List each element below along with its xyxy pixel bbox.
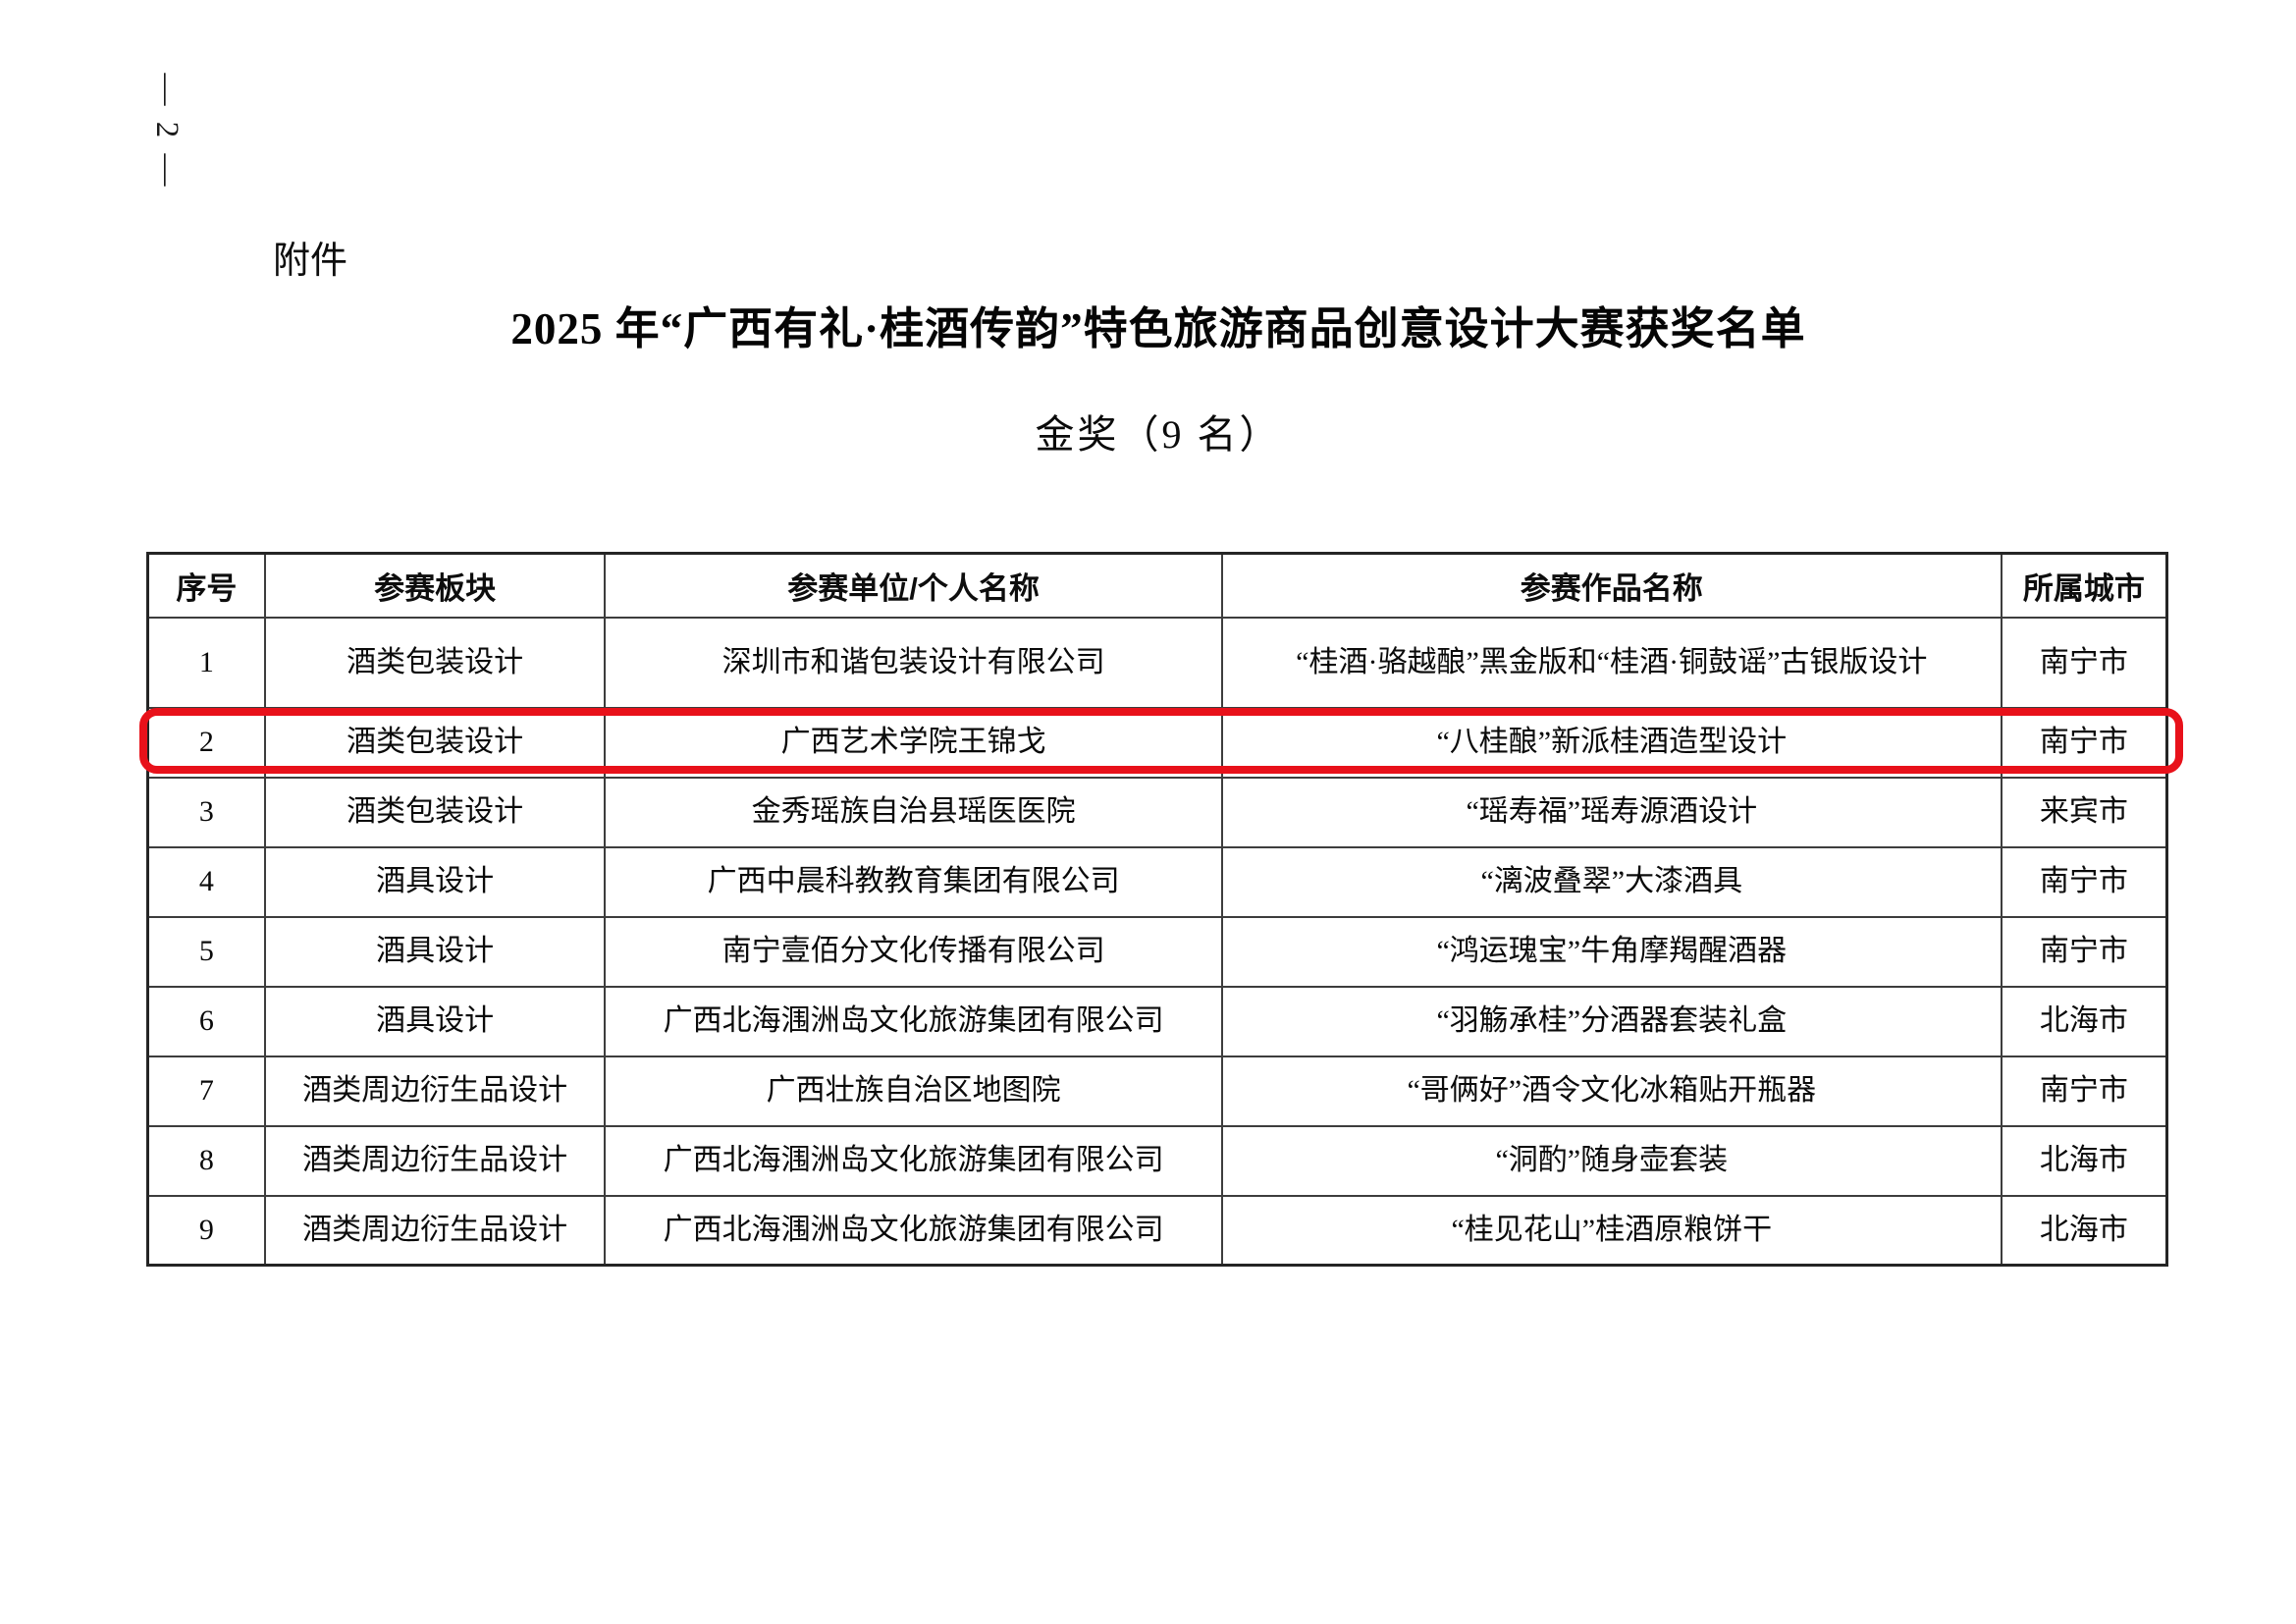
table-cell: 广西壮族自治区地图院 <box>604 1055 1223 1127</box>
table-cell: 酒类周边衍生品设计 <box>263 1194 607 1267</box>
table-cell: 北海市 <box>2000 1124 2168 1197</box>
table-row: 8 酒类周边衍生品设计 广西北海涠洲岛文化旅游集团有限公司 “洞酌”随身壶套装 北海市 <box>146 1124 2168 1197</box>
table-cell: 5 <box>146 915 266 988</box>
table-cell: “瑶寿福”瑶寿源酒设计 <box>1220 776 2002 848</box>
table-cell: 广西北海涠洲岛文化旅游集团有限公司 <box>604 1124 1223 1197</box>
page-number: — 2 — <box>149 73 185 190</box>
table-cell: 酒具设计 <box>263 845 607 918</box>
table-cell: 南宁市 <box>2000 616 2168 709</box>
table-cell: “羽觞承桂”分酒器套装礼盒 <box>1220 985 2002 1057</box>
document-title: 2025 年“广西有礼·桂酒传韵”特色旅游商品创意设计大赛获奖名单 <box>510 304 1806 353</box>
table-cell: 深圳市和谐包装设计有限公司 <box>604 616 1223 709</box>
table-cell: “八桂酿”新派桂酒造型设计 <box>1220 706 2002 779</box>
table-cell: 南宁市 <box>2000 915 2168 988</box>
table-cell: 来宾市 <box>2000 776 2168 848</box>
award-level-subtitle: 金奖（9 名） <box>1035 412 1282 457</box>
table-cell: 4 <box>146 845 266 918</box>
table-cell: 南宁市 <box>2000 845 2168 918</box>
table-cell: 广西北海涠洲岛文化旅游集团有限公司 <box>604 1194 1223 1267</box>
table-cell: 2 <box>146 706 266 779</box>
column-header: 序号 <box>146 552 266 619</box>
table-cell: “漓波叠翠”大漆酒具 <box>1220 845 2002 918</box>
table-row: 3 酒类包装设计 金秀瑶族自治县瑶医医院 “瑶寿福”瑶寿源酒设计 来宾市 <box>146 776 2168 848</box>
table-cell: “桂见花山”桂酒原粮饼干 <box>1220 1194 2002 1267</box>
column-header: 参赛板块 <box>263 552 607 619</box>
table-cell: 酒具设计 <box>263 985 607 1057</box>
table-cell: 9 <box>146 1194 266 1267</box>
table-cell: 3 <box>146 776 266 848</box>
table-cell: 酒类包装设计 <box>263 616 607 709</box>
table-row: 5 酒具设计 南宁壹佰分文化传播有限公司 “鸿运瑰宝”牛角摩羯醒酒器 南宁市 <box>146 915 2168 988</box>
column-header: 参赛作品名称 <box>1220 552 2002 619</box>
table-cell: 酒类包装设计 <box>263 776 607 848</box>
table-row: 6 酒具设计 广西北海涠洲岛文化旅游集团有限公司 “羽觞承桂”分酒器套装礼盒 北海市 <box>146 985 2168 1057</box>
table-row: 9 酒类周边衍生品设计 广西北海涠洲岛文化旅游集团有限公司 “桂见花山”桂酒原粮饼干北… <box>146 1194 2168 1267</box>
table-header-row: 序号 参赛板块 参赛单位/个人名称 参赛作品名称 所属城市 <box>146 552 2168 619</box>
table-cell: “哥俩好”酒令文化冰箱贴开瓶器 <box>1220 1055 2002 1127</box>
column-header: 参赛单位/个人名称 <box>604 552 1223 619</box>
table-cell: 北海市 <box>2000 1194 2168 1267</box>
table-cell: 酒类周边衍生品设计 <box>263 1055 607 1127</box>
table-cell: 南宁壹佰分文化传播有限公司 <box>604 915 1223 988</box>
table-cell: “鸿运瑰宝”牛角摩羯醒酒器 <box>1220 915 2002 988</box>
table-cell: 广西艺术学院王锦戈 <box>604 706 1223 779</box>
table-cell: 北海市 <box>2000 985 2168 1057</box>
table-body: 1 酒类包装设计 深圳市和谐包装设计有限公司 “桂酒·骆越酿”黑金版和“桂酒·铜鼓谣”… <box>146 616 2168 1267</box>
attachment-label: 附件 <box>273 241 348 282</box>
table-cell: 8 <box>146 1124 266 1197</box>
table-cell: 酒类周边衍生品设计 <box>263 1124 607 1197</box>
table-cell: 南宁市 <box>2000 706 2168 779</box>
table-cell: “桂酒·骆越酿”黑金版和“桂酒·铜鼓谣”古银版设计 <box>1220 616 2002 709</box>
table-cell: 广西北海涠洲岛文化旅游集团有限公司 <box>604 985 1223 1057</box>
table-cell: 金秀瑶族自治县瑶医医院 <box>604 776 1223 848</box>
awards-table: 序号 参赛板块 参赛单位/个人名称 参赛作品名称 所属城市 1 酒类包装设计 深圳市和谐包装… <box>146 552 2168 1267</box>
table-row: 4 酒具设计 广西中晨科教教育集团有限公司 “漓波叠翠”大漆酒具 南宁市 <box>146 845 2168 918</box>
table-cell: “洞酌”随身壶套装 <box>1220 1124 2002 1197</box>
table-cell: 南宁市 <box>2000 1055 2168 1127</box>
table-cell: 1 <box>146 616 266 709</box>
table-cell: 酒类包装设计 <box>263 706 607 779</box>
table-row: 7 酒类周边衍生品设计 广西壮族自治区地图院 “哥俩好”酒令文化冰箱贴开瓶器 南宁市 <box>146 1055 2168 1127</box>
awards-table-container: 序号 参赛板块 参赛单位/个人名称 参赛作品名称 所属城市 1 酒类包装设计 深圳市和谐包装… <box>139 552 2183 1267</box>
table-row: 2 酒类包装设计 广西艺术学院王锦戈 “八桂酿”新派桂酒造型设计 南宁市 <box>146 706 2168 779</box>
table-cell: 7 <box>146 1055 266 1127</box>
table-cell: 广西中晨科教教育集团有限公司 <box>604 845 1223 918</box>
table-cell: 6 <box>146 985 266 1057</box>
column-header: 所属城市 <box>2000 552 2168 619</box>
table-cell: 酒具设计 <box>263 915 607 988</box>
table-row: 1 酒类包装设计 深圳市和谐包装设计有限公司 “桂酒·骆越酿”黑金版和“桂酒·铜鼓谣”… <box>146 616 2168 709</box>
